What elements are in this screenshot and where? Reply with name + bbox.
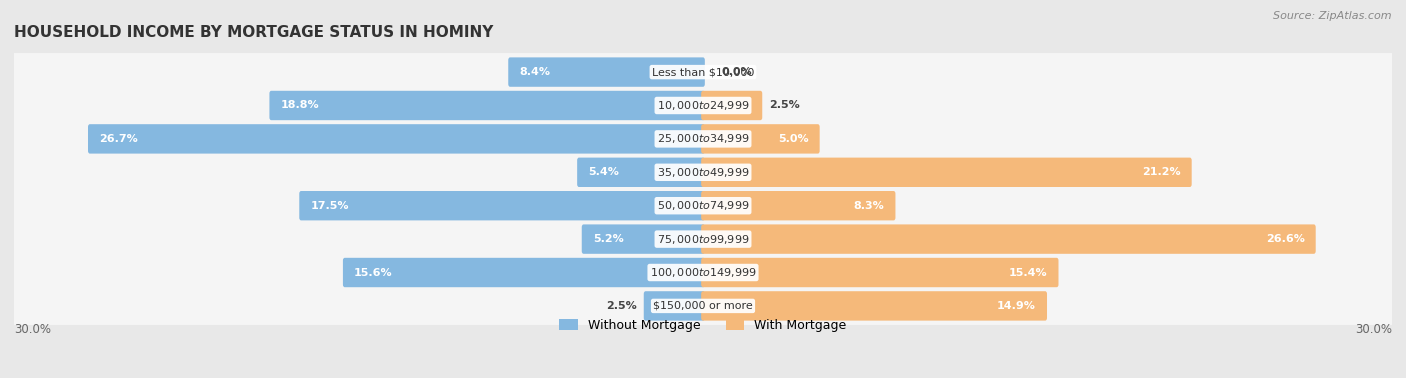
Text: 5.4%: 5.4% [588, 167, 619, 177]
Legend: Without Mortgage, With Mortgage: Without Mortgage, With Mortgage [560, 319, 846, 332]
FancyBboxPatch shape [702, 258, 1059, 287]
FancyBboxPatch shape [6, 153, 1400, 191]
Text: HOUSEHOLD INCOME BY MORTGAGE STATUS IN HOMINY: HOUSEHOLD INCOME BY MORTGAGE STATUS IN H… [14, 25, 494, 40]
FancyBboxPatch shape [702, 291, 1047, 321]
Text: $150,000 or more: $150,000 or more [654, 301, 752, 311]
FancyBboxPatch shape [508, 57, 704, 87]
Text: 17.5%: 17.5% [311, 201, 349, 211]
Text: 18.8%: 18.8% [280, 101, 319, 110]
Text: 15.6%: 15.6% [354, 268, 392, 277]
Text: 30.0%: 30.0% [1355, 324, 1392, 336]
Text: 21.2%: 21.2% [1142, 167, 1181, 177]
FancyBboxPatch shape [702, 225, 1316, 254]
Text: 8.3%: 8.3% [853, 201, 884, 211]
FancyBboxPatch shape [6, 87, 1400, 124]
FancyBboxPatch shape [644, 291, 704, 321]
Text: Source: ZipAtlas.com: Source: ZipAtlas.com [1274, 11, 1392, 21]
Text: 15.4%: 15.4% [1010, 268, 1047, 277]
Text: 26.7%: 26.7% [98, 134, 138, 144]
Text: 26.6%: 26.6% [1265, 234, 1305, 244]
Text: $50,000 to $74,999: $50,000 to $74,999 [657, 199, 749, 212]
Text: 14.9%: 14.9% [997, 301, 1036, 311]
Text: 30.0%: 30.0% [14, 324, 51, 336]
FancyBboxPatch shape [6, 254, 1400, 291]
Text: 8.4%: 8.4% [519, 67, 550, 77]
Text: $100,000 to $149,999: $100,000 to $149,999 [650, 266, 756, 279]
FancyBboxPatch shape [576, 158, 704, 187]
Text: $10,000 to $24,999: $10,000 to $24,999 [657, 99, 749, 112]
FancyBboxPatch shape [582, 225, 704, 254]
FancyBboxPatch shape [343, 258, 704, 287]
Text: Less than $10,000: Less than $10,000 [652, 67, 754, 77]
FancyBboxPatch shape [6, 220, 1400, 258]
FancyBboxPatch shape [299, 191, 704, 220]
FancyBboxPatch shape [270, 91, 704, 120]
FancyBboxPatch shape [89, 124, 704, 153]
FancyBboxPatch shape [702, 124, 820, 153]
Text: $35,000 to $49,999: $35,000 to $49,999 [657, 166, 749, 179]
Text: $75,000 to $99,999: $75,000 to $99,999 [657, 232, 749, 246]
FancyBboxPatch shape [702, 158, 1192, 187]
FancyBboxPatch shape [702, 91, 762, 120]
Text: 5.0%: 5.0% [778, 134, 808, 144]
FancyBboxPatch shape [6, 120, 1400, 158]
Text: 5.2%: 5.2% [593, 234, 623, 244]
FancyBboxPatch shape [6, 287, 1400, 325]
Text: $25,000 to $34,999: $25,000 to $34,999 [657, 132, 749, 146]
Text: 2.5%: 2.5% [769, 101, 800, 110]
FancyBboxPatch shape [6, 53, 1400, 91]
FancyBboxPatch shape [702, 191, 896, 220]
FancyBboxPatch shape [6, 187, 1400, 225]
Text: 0.0%: 0.0% [721, 67, 752, 77]
Text: 2.5%: 2.5% [606, 301, 637, 311]
